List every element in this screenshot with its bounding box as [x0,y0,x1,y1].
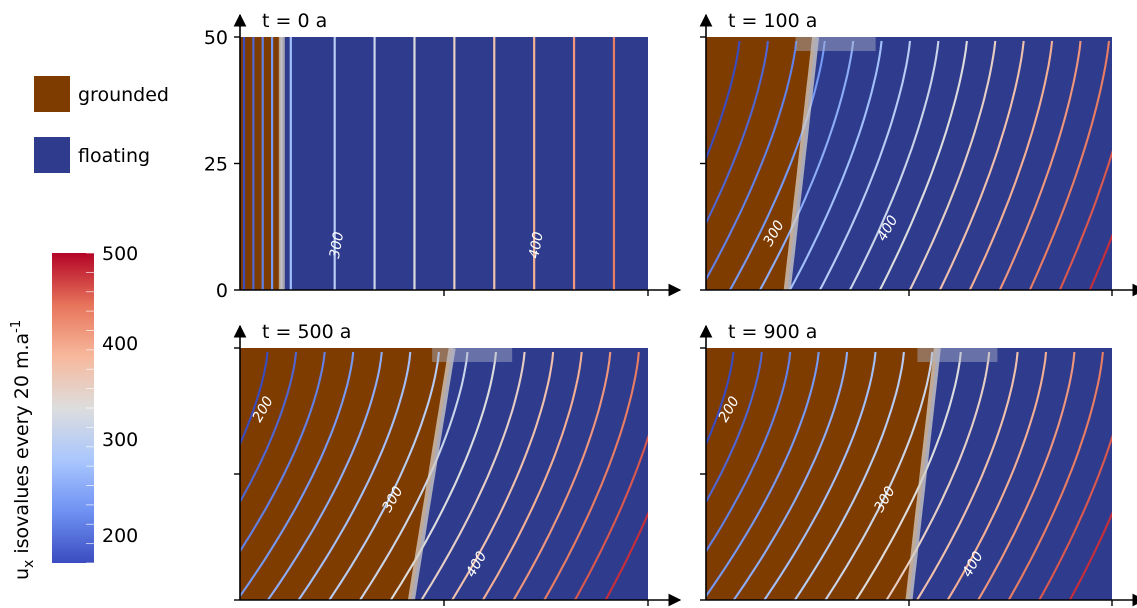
floating-region [240,37,648,290]
contour-line [938,40,1025,290]
contour-line [1028,40,1111,290]
contour-line [1058,149,1112,290]
grounding-line [407,348,456,600]
contour-line [543,351,640,600]
panel-2: 300 400 t = 100 a [699,10,1137,297]
contour-line [706,40,798,282]
contour-line [706,351,763,504]
top-feature [917,348,998,362]
y-tick-label: 50 [204,27,228,49]
contour-line [297,351,412,600]
colorbar-tick-label: 400 [102,333,138,355]
legend-swatch-floating [34,137,70,173]
contour-lines: 300 400 [240,37,616,290]
contour-line [794,351,905,600]
contour-line [788,40,883,290]
contour-label: 300 [327,231,347,260]
grounded-region [240,37,281,290]
panel-title: t = 0 a [262,10,327,32]
contour-line [968,40,1054,290]
legend: grounded floating [34,76,169,173]
top-feature [795,37,876,51]
panel-title: t = 500 a [262,321,351,343]
contour-line [1068,511,1112,600]
colorbar-tick-label: 200 [102,525,138,547]
contour-line [706,351,735,447]
y-tick-label: 0 [216,280,228,302]
contour-line [240,351,269,447]
contour-line [908,40,997,290]
contour-line [824,351,934,600]
contour-line [604,511,648,600]
contour-line [759,40,855,290]
contour-line [481,351,583,600]
contour-line [240,351,326,554]
grounded-region [706,348,938,600]
contour-line [878,40,968,290]
contour-line [729,40,826,290]
contour-line [706,351,820,598]
contour-line [240,351,298,504]
contour-line [706,40,741,162]
grounding-line [278,37,285,290]
contour-line [451,351,555,600]
colorbar-tick-label: 300 [102,429,138,451]
contour-line [267,351,383,600]
contour-line [848,40,940,290]
contour-line [328,351,440,600]
colorbar-minor-ticks [86,252,94,564]
contour-line [977,351,1076,600]
contour-label: 400 [526,231,546,260]
legend-label-grounded: grounded [78,84,169,106]
grounding-line [905,348,941,600]
contour-line [818,40,912,290]
colorbar-tick-label: 500 [102,243,138,265]
contour-line [1038,434,1112,600]
contour-line [574,434,648,600]
contour-line [1088,233,1112,290]
contour-line [732,351,849,600]
contour-lines: 300 400 [706,37,1112,290]
contour-line [998,40,1082,290]
colorbar-title: ux isovalues every 20 m.a-1 [9,320,37,580]
contour-line [240,351,355,598]
grounding-line [783,37,820,290]
y-tick-label: 25 [204,154,228,176]
contour-line [946,351,1048,600]
legend-label-floating: floating [78,145,150,167]
contour-line [420,351,526,600]
contour-line [706,351,792,554]
contour-line [512,351,612,600]
contour-line [916,351,1019,600]
legend-swatch-grounded [34,76,70,112]
panel-title: t = 100 a [728,10,817,32]
panel-1: 300 400 0 25 50 t = 0 a [204,10,682,302]
panel-title: t = 900 a [728,321,817,343]
colorbar: 500 400 300 200 ux isovalues every 20 m.… [9,243,138,580]
contour-line [763,351,877,600]
contour-line [1007,351,1104,600]
contour-line [706,40,769,226]
top-feature [432,348,513,362]
